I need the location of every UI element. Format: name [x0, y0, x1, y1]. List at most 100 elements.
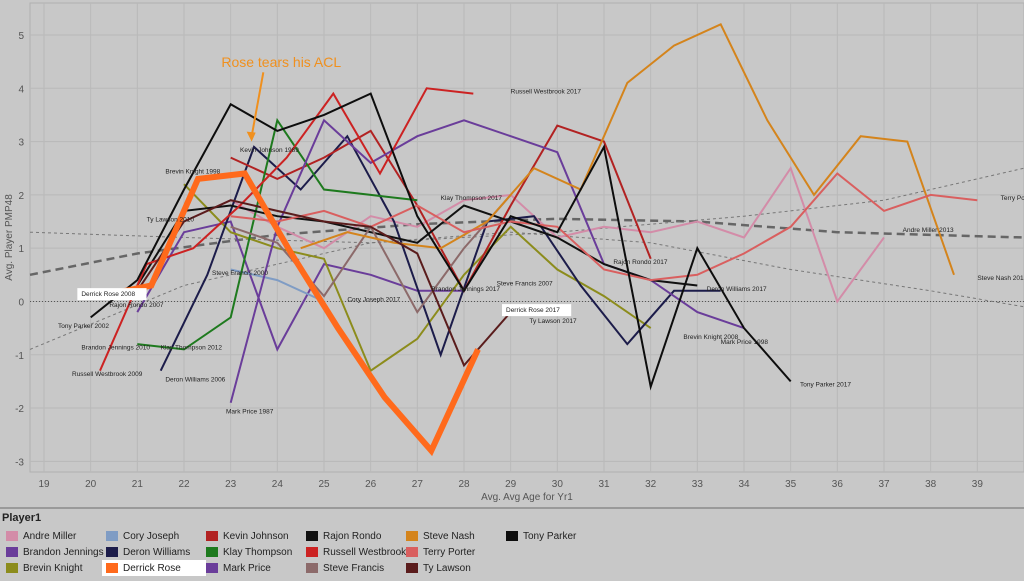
- series-line-terry-porter: [230, 172, 978, 282]
- x-tick-label: 28: [458, 479, 470, 490]
- y-axis-title: Avg. Player PMP48: [4, 194, 15, 281]
- series-line-cory-joseph: [230, 268, 325, 303]
- legend-label: Steve Nash: [423, 530, 475, 542]
- x-tick-label: 31: [598, 479, 610, 490]
- point-label: Rajon Rondo 2007: [109, 302, 164, 309]
- annotation: Rose tears his ACL: [221, 54, 341, 142]
- series-line-mark-price: [229, 118, 745, 403]
- legend-swatch: [506, 531, 518, 541]
- series-line-brandon-jennings: [136, 220, 464, 352]
- legend-label: Terry Porter: [423, 546, 476, 558]
- legend-item-klay-thompson[interactable]: Klay Thompson: [206, 544, 306, 560]
- legend-item-rajon-rondo[interactable]: Rajon Rondo: [306, 528, 406, 544]
- point-label: Russell Westbrook 2009: [72, 371, 143, 378]
- x-tick-label: 19: [38, 479, 50, 490]
- x-tick-label: 23: [225, 479, 237, 490]
- x-tick-label: 20: [85, 479, 97, 490]
- y-tick-label: -2: [15, 404, 24, 415]
- x-tick-label: 37: [878, 479, 890, 490]
- legend-label: Russell Westbrook: [323, 546, 407, 558]
- x-tick-label: 26: [365, 479, 377, 490]
- y-tick-label: -1: [15, 351, 24, 362]
- y-tick-label: 3: [18, 138, 24, 149]
- annotation-arrow-shaft: [250, 72, 265, 137]
- legend-swatch: [6, 563, 18, 573]
- series-line-brevin-knight: [183, 183, 652, 373]
- legend-label: Klay Thompson: [223, 546, 293, 558]
- legend-label: Tony Parker: [523, 530, 577, 542]
- legend-items: Andre Miller Cory Joseph Kevin Johnson Rajo…: [6, 528, 606, 576]
- series-line-steve-nash: [300, 22, 955, 276]
- point-label: Ty Lawson 2010: [147, 217, 195, 224]
- point-label: Mark Price 1987: [226, 408, 274, 415]
- axis-ticks: 19 20 21 22 23 24 25 26 27 28 29 30 31 32 33 34 35 36 37 38…: [15, 31, 983, 490]
- point-label: Russell Westbrook 2017: [511, 89, 582, 96]
- x-tick-label: 29: [505, 479, 517, 490]
- grid: [30, 3, 1024, 472]
- legend-item-ty-lawson[interactable]: Ty Lawson: [406, 560, 506, 576]
- x-tick-label: 27: [412, 479, 424, 490]
- label-box: [77, 288, 147, 301]
- legend-label: Mark Price: [223, 562, 271, 574]
- point-label: Kevin Johnson 1989: [240, 147, 299, 154]
- legend-item-tony-parker[interactable]: Tony Parker: [506, 528, 606, 544]
- legend-label: Deron Williams: [123, 546, 191, 558]
- point-label: Derrick Rose 2008: [81, 291, 135, 298]
- legend-item-steve-francis[interactable]: Steve Francis: [306, 560, 406, 576]
- series-line-deron-williams: [159, 134, 721, 372]
- legend-swatch: [106, 563, 118, 573]
- legend-item-terry-porter[interactable]: Terry Porter: [406, 544, 506, 560]
- y-tick-label: 0: [18, 297, 24, 308]
- legend-label: Kevin Johnson: [223, 530, 289, 542]
- y-tick-label: 4: [18, 84, 24, 95]
- legend-swatch: [6, 531, 18, 541]
- point-labels: Derrick Rose 2008 Derrick Rose 2017 Rajon …: [58, 89, 1024, 416]
- point-label: Steve Nash 2013: [977, 275, 1024, 282]
- point-label: Brandon Jennings 2010: [81, 344, 150, 351]
- point-label: Terry Porter 2002: [1001, 195, 1024, 202]
- series-line-ty-lawson: [136, 199, 512, 368]
- legend-item-brevin-knight[interactable]: Brevin Knight: [6, 560, 106, 576]
- x-tick-label: 21: [132, 479, 144, 490]
- legend-item-mark-price[interactable]: Mark Price: [206, 560, 306, 576]
- plot-area: [29, 2, 1024, 473]
- point-label: Brevin Knight 2008: [683, 334, 738, 341]
- annotation-text: Rose tears his ACL: [221, 54, 341, 70]
- point-label: Brevin Knight 1998: [165, 169, 220, 176]
- point-label: Andre Miller 2013: [903, 227, 954, 234]
- point-label: Deron Williams 2006: [165, 376, 225, 383]
- point-label: Ty Lawson 2017: [529, 318, 577, 325]
- legend-item-russell-westbrook[interactable]: Russell Westbrook: [306, 544, 406, 560]
- point-label: Steve Francis 2007: [497, 280, 553, 287]
- x-tick-label: 38: [925, 479, 937, 490]
- legend-swatch: [306, 563, 318, 573]
- x-tick-label: 33: [692, 479, 704, 490]
- point-label: Deron Williams 2017: [707, 286, 767, 293]
- legend-item-derrick-rose[interactable]: Derrick Rose: [102, 560, 206, 576]
- legend-label: Steve Francis: [323, 562, 385, 574]
- legend-item-cory-joseph[interactable]: Cory Joseph: [106, 528, 206, 544]
- x-tick-label: 36: [832, 479, 844, 490]
- legend-swatch: [206, 563, 218, 573]
- legend-item-steve-nash[interactable]: Steve Nash: [406, 528, 506, 544]
- x-tick-label: 24: [272, 479, 284, 490]
- legend-label: Ty Lawson: [423, 562, 471, 574]
- point-label: Rajon Rondo 2017: [613, 259, 668, 266]
- point-label: Derrick Rose 2017: [506, 307, 560, 314]
- legend-item-brandon-jennings[interactable]: Brandon Jennings: [6, 544, 106, 560]
- point-label: Klay Thompson 2017: [441, 195, 503, 202]
- legend-item-kevin-johnson[interactable]: Kevin Johnson: [206, 528, 306, 544]
- line-chart: 19 20 21 22 23 24 25 26 27 28 29 30 31 32 33 34 35 36 37 38…: [4, 2, 1024, 503]
- label-box: [502, 304, 572, 317]
- point-label: Tony Parker 2002: [58, 323, 109, 330]
- x-tick-label: 22: [178, 479, 190, 490]
- legend: Player1 Andre Miller Cory Joseph Kevin Joh…: [0, 507, 1024, 581]
- point-label: Mark Price 1998: [721, 339, 769, 346]
- series-line-derrick-rose: [99, 170, 481, 457]
- legend-item-andre-miller[interactable]: Andre Miller: [6, 528, 106, 544]
- legend-item-deron-williams[interactable]: Deron Williams: [106, 544, 206, 560]
- series-line-tony-parker: [90, 92, 792, 391]
- point-label: Steve Francis 2000: [212, 270, 268, 277]
- legend-title: Player1: [2, 512, 42, 524]
- y-tick-label: -3: [15, 457, 24, 468]
